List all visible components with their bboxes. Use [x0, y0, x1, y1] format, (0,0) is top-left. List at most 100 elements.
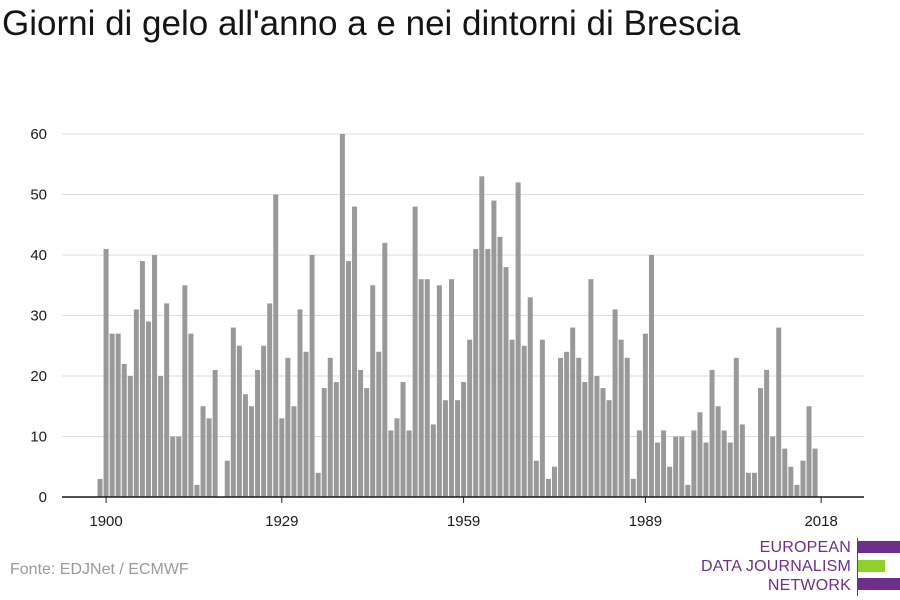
bar-1996	[685, 484, 691, 497]
y-tick-label-40: 40	[30, 247, 47, 264]
bar-1938	[333, 382, 339, 497]
bar-1908	[152, 255, 158, 497]
bar-1955	[436, 285, 442, 497]
bar-1992	[661, 430, 667, 497]
bar-1929	[279, 418, 285, 497]
bar-1977	[570, 327, 576, 497]
bar-1981	[594, 376, 600, 497]
bar-2017	[812, 448, 818, 497]
bar-1966	[503, 267, 509, 497]
bar-2003	[727, 442, 733, 497]
y-tick-label-50: 50	[30, 187, 47, 204]
bar-1962	[479, 176, 485, 497]
bar-1997	[691, 430, 697, 497]
bar-2015	[800, 460, 806, 497]
bar-2004	[733, 357, 739, 497]
bar-2009	[764, 369, 770, 497]
bar-1940	[345, 261, 351, 497]
bar-1957	[448, 279, 454, 497]
bar-2006	[745, 472, 751, 497]
bar-1953	[424, 279, 430, 497]
bar-1930	[285, 357, 291, 497]
bar-1923	[242, 394, 248, 497]
x-tick-label-1989: 1989	[629, 513, 662, 530]
bar-2012	[782, 448, 788, 497]
edjnet-logo: EUROPEAN DATA JOURNALISM NETWORK	[700, 538, 900, 596]
y-tick-label-10: 10	[30, 429, 47, 446]
bar-1988	[636, 430, 642, 497]
bar-1915	[194, 484, 200, 497]
bar-1932	[297, 309, 303, 497]
bar-1961	[473, 248, 479, 497]
bar-1965	[497, 236, 503, 497]
bar-1912	[176, 436, 182, 497]
bar-1907	[145, 321, 151, 497]
bar-1935	[315, 472, 321, 497]
x-tick-label-1900: 1900	[89, 513, 122, 530]
bar-1913	[182, 285, 188, 497]
y-tick-label-0: 0	[39, 489, 47, 506]
bar-1984	[612, 309, 618, 497]
logo-text-line-3: NETWORK	[767, 577, 851, 594]
bar-1922	[236, 345, 242, 497]
bar-1926	[261, 345, 267, 497]
bar-1905	[133, 309, 139, 497]
logo-bar-purple-bottom	[858, 578, 900, 590]
bar-1963	[485, 248, 491, 497]
bar-1980	[588, 279, 594, 497]
bar-1945	[376, 351, 382, 497]
bar-2014	[794, 484, 800, 497]
bar-1947	[388, 430, 394, 497]
bar-1948	[394, 418, 400, 497]
bar-1921	[230, 327, 236, 497]
bar-1970	[527, 297, 533, 497]
bar-1994	[673, 436, 679, 497]
bar-1999	[703, 442, 709, 497]
bar-1941	[352, 206, 358, 497]
bar-1925	[255, 369, 261, 497]
bar-1902	[115, 333, 121, 497]
logo-text-line-1: EUROPEAN	[759, 539, 851, 556]
grid-lines	[62, 133, 864, 437]
bar-1969	[521, 345, 527, 497]
bar-1909	[158, 376, 164, 497]
bar-1952	[418, 279, 424, 497]
bar-1983	[606, 400, 612, 497]
bar-1944	[370, 285, 376, 497]
bar-1960	[467, 339, 473, 497]
bar-1901	[109, 333, 115, 497]
bar-2002	[721, 430, 727, 497]
bar-1943	[364, 388, 370, 497]
bar-1986	[624, 357, 630, 497]
bar-1964	[491, 200, 497, 498]
bar-1967	[509, 339, 515, 497]
logo-bar-purple-top	[858, 541, 900, 553]
bar-2007	[751, 472, 757, 497]
bar-1931	[291, 406, 297, 497]
bar-1920	[224, 460, 230, 497]
bar-1958	[455, 400, 461, 497]
bar-1991	[655, 442, 661, 497]
bar-2011	[776, 327, 782, 497]
bar-2005	[739, 424, 745, 497]
bar-1924	[249, 406, 254, 497]
x-tick-label-1959: 1959	[447, 513, 480, 530]
bar-1934	[309, 255, 315, 497]
bar-1975	[558, 357, 564, 497]
bar-1949	[400, 382, 406, 497]
bar-1942	[358, 369, 364, 497]
bar-1927	[267, 303, 273, 497]
bar-2016	[806, 406, 812, 497]
bar-1987	[630, 478, 636, 497]
bar-1918	[212, 369, 218, 497]
bars	[97, 134, 818, 498]
bar-1979	[582, 382, 588, 497]
bar-2013	[788, 466, 794, 497]
bar-1993	[667, 466, 673, 497]
logo-bar-green	[858, 560, 885, 572]
bar-1972	[539, 339, 545, 497]
bar-1946	[382, 242, 388, 497]
chart-title: Giorni di gelo all'anno a e nei dintorni…	[2, 4, 741, 43]
bar-1917	[206, 418, 212, 497]
bar-1978	[576, 357, 582, 497]
